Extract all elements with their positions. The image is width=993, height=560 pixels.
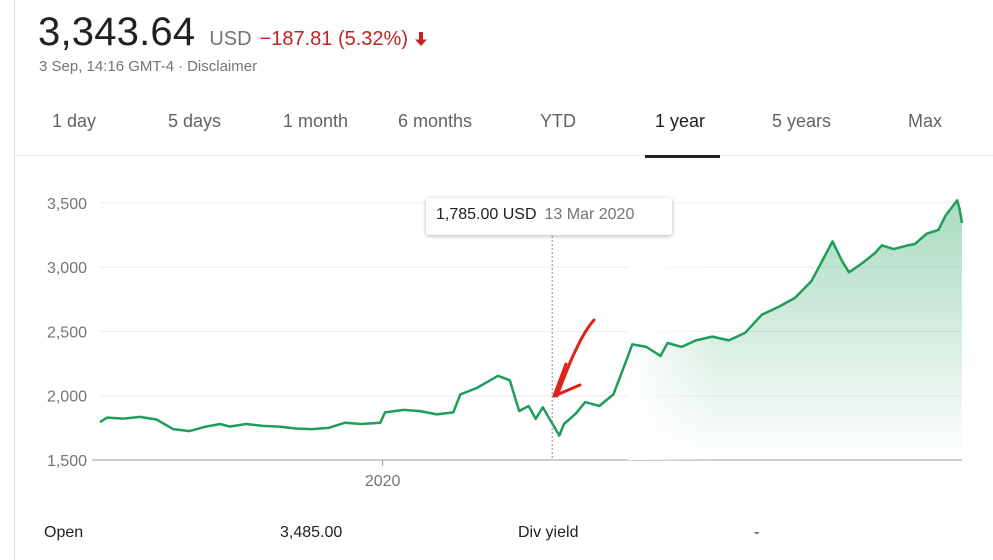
active-tab-indicator <box>645 155 720 158</box>
stat-open-label: Open <box>44 524 84 541</box>
tab-6-months[interactable]: 6 months <box>398 95 472 157</box>
price-chart[interactable]: 3,500 3,000 2,500 2,000 1,500 2020 <box>0 0 993 544</box>
tab-1-day[interactable]: 1 day <box>52 95 96 157</box>
price-change: −187.81 (5.32%) <box>259 28 408 50</box>
tab-ytd[interactable]: YTD <box>540 95 576 157</box>
tooltip-date: 13 Mar 2020 <box>544 206 635 223</box>
meta-separator: · <box>178 58 184 75</box>
x-tick-label: 2020 <box>365 473 401 490</box>
annotation-arrow-shaft <box>555 318 596 398</box>
area-fill-fade <box>627 190 718 460</box>
quote-meta: 3 Sep, 14:16 GMT-4 · Disclaimer <box>39 58 428 75</box>
tab-5-days[interactable]: 5 days <box>168 95 221 157</box>
stat-div-yield-value: - <box>754 524 760 541</box>
currency-code: USD <box>209 28 252 50</box>
arrow-down-icon <box>414 31 428 47</box>
stat-open-value: 3,485.00 <box>280 524 343 541</box>
tab-label: 6 months <box>398 111 473 131</box>
tab-label: 1 month <box>283 111 349 131</box>
stat-div-yield-label: Div yield <box>518 524 579 541</box>
y-tick-label: 1,500 <box>47 453 87 470</box>
timestamp: 3 Sep, 14:16 GMT-4 <box>39 58 175 75</box>
tabs-divider <box>15 155 993 156</box>
y-tick-label: 3,500 <box>47 196 87 213</box>
tab-label: 1 day <box>52 111 97 131</box>
tab-1-year[interactable]: 1 year <box>655 95 705 157</box>
y-tick-label: 2,000 <box>47 389 87 406</box>
price-row: 3,343.64 USD −187.81 (5.32%) <box>38 10 428 55</box>
hover-tooltip: 1,785.00 USD 13 Mar 2020 <box>426 198 672 235</box>
price-series-line <box>99 199 964 437</box>
tab-label: 5 years <box>772 111 832 131</box>
tooltip-value: 1,785.00 USD <box>436 206 537 223</box>
chart-card <box>14 0 993 560</box>
annotation-arrow-head <box>552 362 582 398</box>
range-tabs: 1 day 5 days 1 month 6 months YTD 1 year… <box>0 95 993 157</box>
y-tick-label: 2,500 <box>47 324 87 341</box>
tab-label: Max <box>908 111 943 131</box>
tab-5-years[interactable]: 5 years <box>772 95 831 157</box>
tab-1-month[interactable]: 1 month <box>283 95 348 157</box>
tab-label: 1 year <box>655 111 706 131</box>
disclaimer-link[interactable]: Disclaimer <box>187 58 258 75</box>
tab-label: 5 days <box>168 111 222 131</box>
quote-header: 3,343.64 USD −187.81 (5.32%) 3 Sep, 14:1… <box>38 10 428 75</box>
y-tick-label: 3,000 <box>47 260 87 277</box>
current-price: 3,343.64 <box>38 10 196 54</box>
tab-label: YTD <box>540 111 576 131</box>
tab-max[interactable]: Max <box>908 95 942 157</box>
